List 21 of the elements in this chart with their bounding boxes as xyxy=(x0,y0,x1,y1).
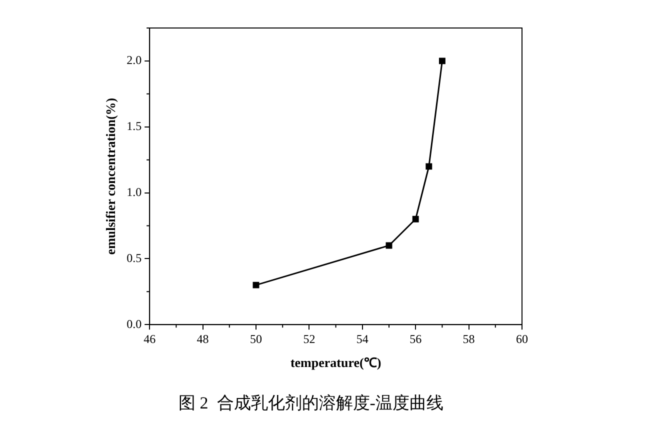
x-tick-label: 58 xyxy=(462,332,475,346)
point xyxy=(386,242,392,249)
x-tick-label: 54 xyxy=(356,332,368,346)
y-tick-label: 2.0 xyxy=(126,53,142,68)
x-tick-label: 60 xyxy=(516,332,528,346)
point xyxy=(426,163,432,170)
y-tick-label: 0.0 xyxy=(126,316,142,331)
x-tick-label: 52 xyxy=(303,332,316,346)
y-tick-label: 1.0 xyxy=(126,184,142,199)
point xyxy=(252,282,260,288)
y-axis-title: emulsifier concentration(%) xyxy=(103,98,118,255)
x-tick-label: 50 xyxy=(250,332,262,346)
y-tick-label: 1.5 xyxy=(126,119,142,134)
x-tick-label: 46 xyxy=(144,332,156,346)
x-axis-title: temperature(℃) xyxy=(290,355,382,370)
point xyxy=(438,58,446,64)
point xyxy=(412,216,419,222)
text: 图 2 合成乳化剂的溶解度-温度曲线 xyxy=(178,393,444,412)
x-tick-label: 56 xyxy=(410,332,422,346)
y-tick-label: 0.5 xyxy=(126,250,142,265)
x-tick-label: 48 xyxy=(196,332,209,346)
